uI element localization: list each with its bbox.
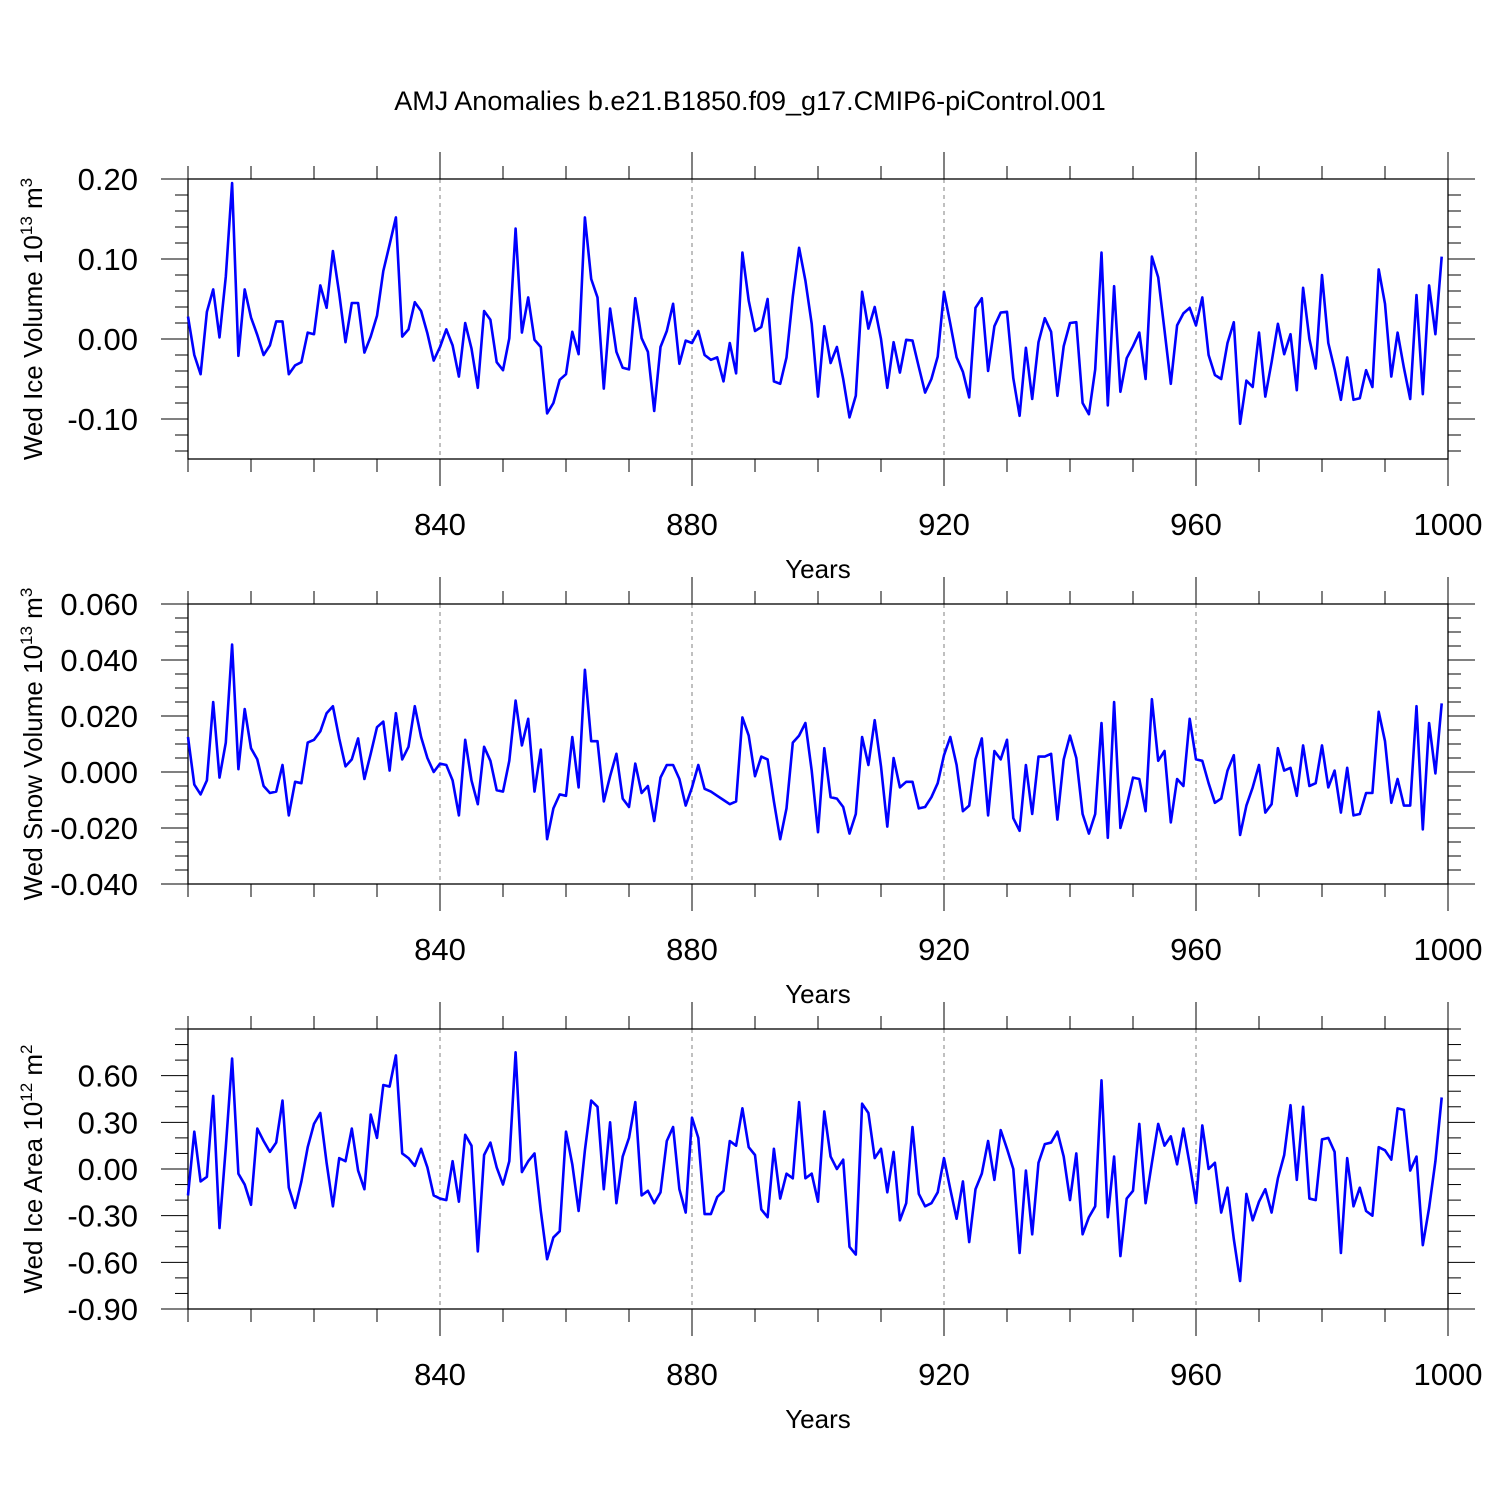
y-tick-label: 0.30 [78, 1105, 138, 1140]
y-axis-title-exponent: 13 [17, 626, 36, 645]
y-axis-title-exponent: 12 [17, 1083, 36, 1102]
x-tick-label: 1000 [1414, 1357, 1483, 1392]
x-tick-label: 960 [1170, 507, 1222, 542]
y-tick-label: -0.60 [67, 1245, 138, 1280]
x-tick-label: 1000 [1414, 507, 1483, 542]
x-tick-label: 840 [414, 932, 466, 967]
x-tick-label: 920 [918, 507, 970, 542]
y-axis-title-unit-exponent: 3 [17, 588, 36, 597]
y-axis-title-unit: m [18, 597, 48, 626]
y-tick-label: 0.020 [60, 699, 138, 734]
y-tick-label: 0.60 [78, 1059, 138, 1094]
series-line-wed-ice-volume [186, 181, 1443, 426]
y-tick-label: 0.00 [78, 322, 138, 357]
y-tick-label: 0.20 [78, 162, 138, 197]
y-tick-label: 0.040 [60, 643, 138, 678]
y-tick-label: 0.060 [60, 587, 138, 622]
y-tick-label: -0.30 [67, 1199, 138, 1234]
x-axis-title: Years [785, 554, 851, 584]
x-axis-title: Years [785, 979, 851, 1009]
y-tick-label: 0.10 [78, 242, 138, 277]
y-axis-title-unit: m [18, 1054, 48, 1083]
x-tick-label: 1000 [1414, 932, 1483, 967]
figure-title: AMJ Anomalies b.e21.B1850.f09_g17.CMIP6-… [394, 86, 1106, 116]
plot-frame [187, 603, 1449, 885]
y-axis-title-exponent: 13 [17, 216, 36, 235]
y-axis-title: Wed Ice Volume 1013 m3 [17, 178, 48, 460]
y-axis-title-text: Wed Ice Volume 10 [18, 235, 48, 460]
y-tick-label: 0.00 [78, 1152, 138, 1187]
y-axis-title-unit-exponent: 3 [17, 178, 36, 187]
y-axis-title: Wed Ice Area 1012 m2 [17, 1044, 48, 1293]
x-tick-label: 840 [414, 1357, 466, 1392]
chart-panel-3: 840 880 920 960 1000 0.60 0.30 0.00 -0.30 -0.60 -0… [17, 1002, 1482, 1434]
x-tick-label: 880 [666, 507, 718, 542]
series-line-wed-ice-area [186, 1051, 1443, 1283]
x-tick-label: 920 [918, 1357, 970, 1392]
y-axis-title-unit: m [18, 187, 48, 216]
y-axis-title-text: Wed Snow Volume 10 [18, 645, 48, 900]
chart-panel-1: 840 880 920 960 1000 0.20 0.10 0.00 -0.10 Years We… [17, 152, 1482, 584]
y-tick-label: -0.020 [50, 811, 138, 846]
x-tick-label: 840 [414, 507, 466, 542]
x-tick-label: 960 [1170, 932, 1222, 967]
y-axis-title-text: Wed Ice Area 10 [18, 1102, 48, 1294]
plot-frame [187, 1028, 1449, 1310]
chart-panel-2: 840 880 920 960 1000 0.060 0.040 0.020 0.000 -0.0… [17, 577, 1482, 1009]
x-tick-label: 880 [666, 1357, 718, 1392]
y-tick-label: 0.000 [60, 755, 138, 790]
x-tick-label: 960 [1170, 1357, 1222, 1392]
y-axis-title: Wed Snow Volume 1013 m3 [17, 588, 48, 901]
x-axis-title: Years [785, 1404, 851, 1434]
y-axis-title-unit-exponent: 2 [17, 1044, 36, 1053]
y-tick-label: -0.040 [50, 867, 138, 902]
series-line-wed-snow-volume [186, 643, 1443, 841]
x-tick-label: 920 [918, 932, 970, 967]
y-tick-label: -0.10 [67, 402, 138, 437]
y-tick-label: -0.90 [67, 1292, 138, 1327]
x-tick-label: 880 [666, 932, 718, 967]
